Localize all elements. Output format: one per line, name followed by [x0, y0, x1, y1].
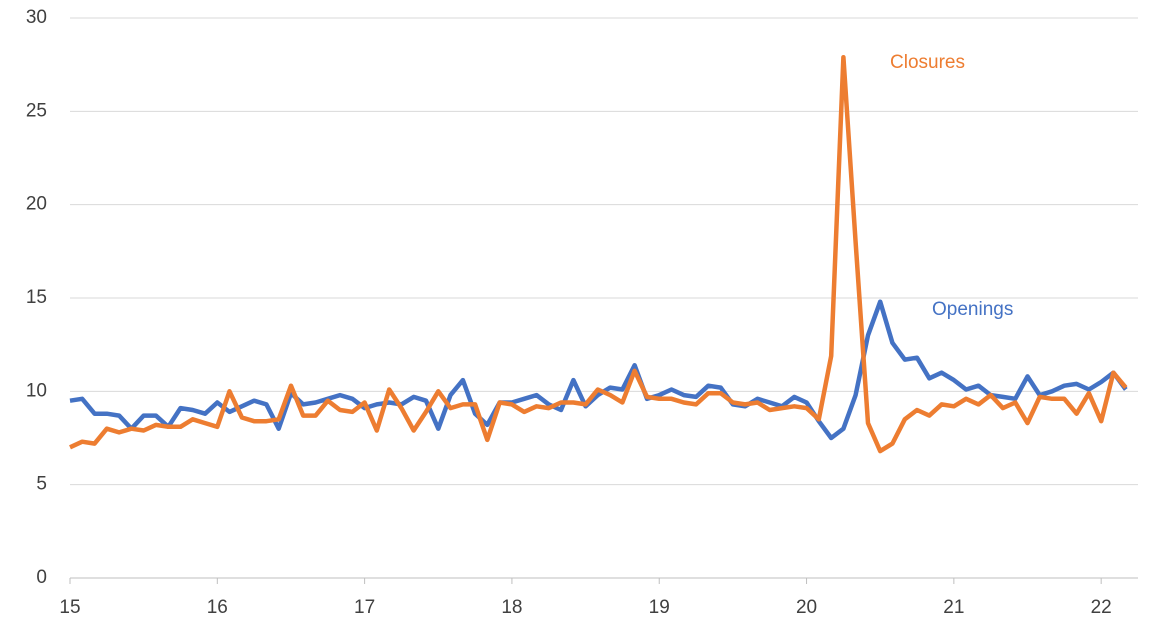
y-tick-label: 0: [36, 567, 47, 588]
x-tick-label: 19: [649, 597, 670, 618]
x-tick-label: 17: [354, 597, 375, 618]
x-tick-label: 22: [1091, 597, 1112, 618]
line-series: [69, 54, 1128, 454]
y-tick-label: 15: [26, 287, 47, 308]
x-tick-label: 16: [207, 597, 228, 618]
x-tick-label: 21: [943, 597, 964, 618]
x-tick-label: 20: [796, 597, 817, 618]
series-label: Openings: [932, 299, 1013, 320]
x-tick-label: 15: [59, 597, 80, 618]
x-tick-label: 18: [501, 597, 522, 618]
y-tick-label: 10: [26, 380, 47, 401]
line-series: [69, 299, 1128, 441]
series-label: Closures: [890, 52, 965, 73]
y-tick-label: 5: [36, 474, 47, 495]
y-tick-label: 20: [26, 194, 47, 215]
y-tick-label: 25: [26, 100, 47, 121]
y-tick-label: 30: [26, 7, 47, 28]
